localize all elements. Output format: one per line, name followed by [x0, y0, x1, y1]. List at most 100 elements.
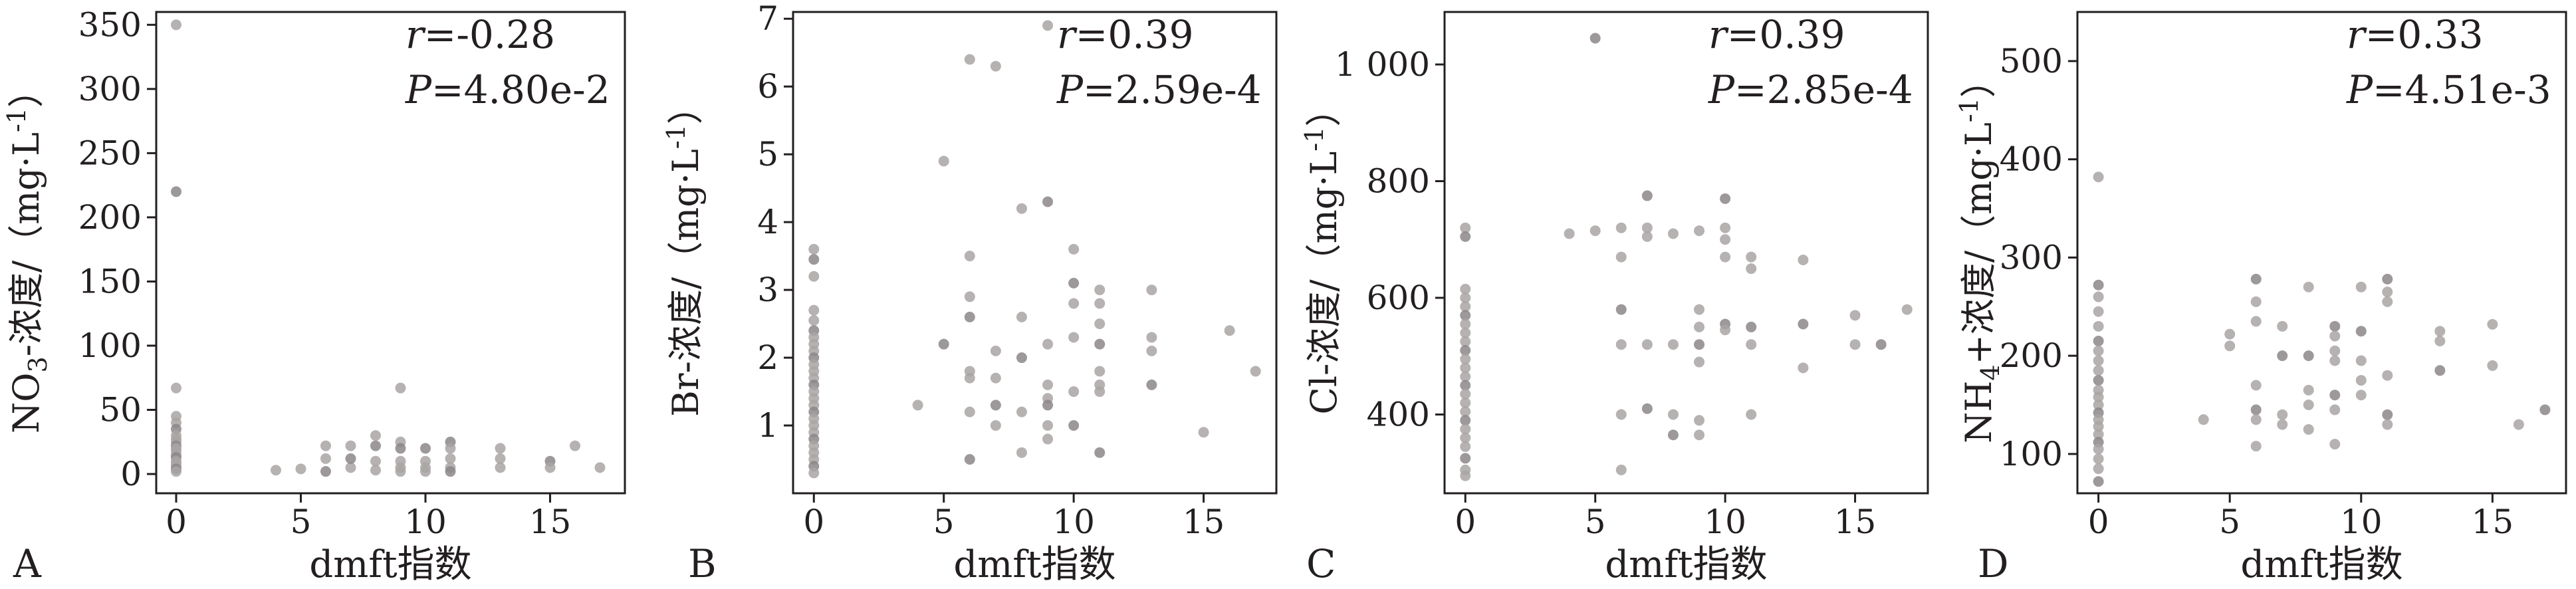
- data-point: [2539, 404, 2551, 415]
- data-point: [1042, 379, 1054, 390]
- stat-p-value: =4.51e-3: [2373, 67, 2551, 112]
- y-label-subscript: 3: [23, 356, 53, 372]
- data-point: [1615, 409, 1627, 420]
- stat-p-annotation: P=4.80e-2: [405, 67, 610, 112]
- y-tick-label: 100: [2000, 435, 2063, 473]
- data-point: [1694, 356, 1705, 368]
- data-point: [1016, 311, 1027, 322]
- data-point: [2093, 421, 2104, 432]
- y-label-main: -浓度/（mg·L: [665, 149, 707, 373]
- data-point: [1146, 332, 1157, 343]
- data-point: [808, 304, 820, 316]
- stat-r-value: =0.33: [2365, 12, 2484, 57]
- data-point: [1068, 298, 1080, 309]
- data-point: [1720, 324, 1731, 336]
- panel-label: A: [13, 541, 42, 586]
- y-tick-label: 350: [78, 5, 142, 44]
- stat-r-symbol: r: [406, 12, 426, 57]
- data-points: [808, 20, 1261, 479]
- x-tick-label: 0: [2088, 503, 2109, 541]
- data-point: [1849, 339, 1861, 350]
- data-point: [2355, 375, 2367, 386]
- y-tick-label: 1 000: [1335, 45, 1430, 84]
- data-point: [2198, 414, 2209, 425]
- data-point: [1094, 298, 1106, 309]
- stat-p-value: =4.80e-2: [431, 67, 610, 112]
- data-point: [1694, 321, 1705, 332]
- data-point: [1094, 338, 1106, 350]
- data-point: [2250, 414, 2262, 425]
- data-point: [1198, 427, 1209, 438]
- y-label-main: +浓度/（mg·L: [1958, 122, 2000, 364]
- data-point: [1460, 336, 1471, 347]
- data-point: [1460, 406, 1471, 417]
- data-point: [1460, 423, 1471, 435]
- data-point: [2250, 296, 2262, 307]
- x-tick-label: 0: [166, 503, 187, 541]
- data-point: [2382, 273, 2393, 285]
- data-point: [2093, 375, 2104, 386]
- data-point: [1460, 362, 1471, 374]
- data-point: [1798, 318, 1809, 330]
- x-tick-label: 0: [1455, 503, 1476, 541]
- data-point: [1042, 196, 1054, 207]
- stat-p-annotation: P=4.51e-3: [2346, 67, 2551, 112]
- data-point: [2303, 400, 2314, 411]
- y-axis-label: Br-浓度/（mg·L-1）: [661, 88, 707, 417]
- data-point: [1042, 420, 1054, 431]
- data-point: [808, 314, 820, 326]
- data-point: [2093, 320, 2104, 332]
- y-label-superscript: -1: [1954, 98, 1984, 122]
- data-point: [1694, 304, 1705, 315]
- x-tick-label: 15: [1834, 503, 1877, 541]
- data-point: [2355, 326, 2367, 337]
- stat-r-annotation: r=0.39: [1057, 12, 1193, 57]
- data-point: [808, 243, 820, 255]
- data-point: [2355, 281, 2367, 293]
- stat-p-symbol: P: [1708, 67, 1735, 112]
- data-point: [2250, 380, 2262, 391]
- data-point: [445, 453, 456, 464]
- data-point: [990, 420, 1001, 431]
- stat-p-value: =2.85e-4: [1734, 67, 1913, 112]
- y-label-main: ）: [1303, 91, 1345, 127]
- data-point: [345, 453, 356, 464]
- x-axis-label: dmft指数: [309, 543, 471, 586]
- x-tick-label: 10: [2340, 503, 2383, 541]
- y-label-main: -浓度/（mg·L: [5, 132, 47, 356]
- data-point: [395, 382, 406, 394]
- data-point: [1094, 285, 1106, 296]
- data-point: [2487, 360, 2498, 371]
- y-tick-label: 7: [757, 0, 778, 38]
- data-point: [1460, 293, 1471, 304]
- y-label-superscript: -1: [661, 124, 691, 149]
- data-point: [2250, 441, 2262, 452]
- x-tick-label: 5: [2219, 503, 2240, 541]
- y-label-main: NO: [5, 372, 47, 433]
- data-point: [808, 467, 820, 479]
- data-point: [2277, 409, 2288, 420]
- data-point: [2093, 443, 2104, 455]
- data-point: [1094, 318, 1106, 330]
- data-point: [1068, 243, 1080, 255]
- data-point: [1615, 304, 1627, 315]
- data-point: [2382, 287, 2393, 298]
- y-label-main: ）: [5, 72, 47, 108]
- y-axis-label: NH4+浓度/（mg·L-1）: [1954, 62, 2005, 443]
- data-point: [171, 19, 181, 31]
- y-label-superscript: -1: [1300, 127, 1329, 152]
- data-point: [2224, 340, 2236, 352]
- x-tick-label: 10: [404, 503, 447, 541]
- data-point: [2250, 273, 2262, 285]
- data-point: [1460, 327, 1471, 338]
- data-point: [420, 443, 431, 454]
- x-tick-label: 5: [1585, 503, 1606, 541]
- y-label-subscript: 4: [1976, 364, 2005, 380]
- data-point: [544, 462, 556, 473]
- data-point: [1016, 406, 1027, 417]
- data-point: [1694, 429, 1705, 441]
- data-point: [808, 254, 820, 265]
- y-tick-label: 6: [757, 67, 778, 106]
- stat-r-annotation: r=0.33: [2347, 12, 2483, 57]
- y-tick-label: 600: [1367, 279, 1430, 317]
